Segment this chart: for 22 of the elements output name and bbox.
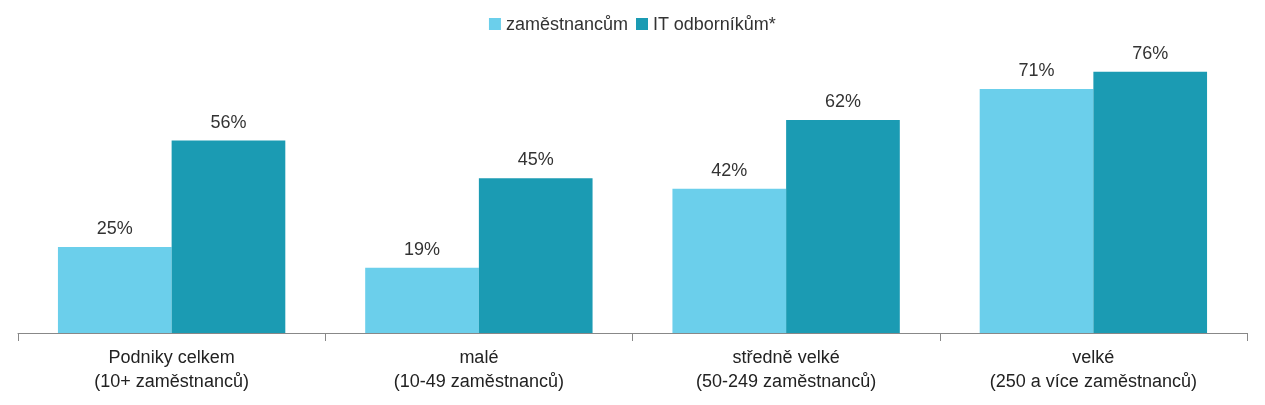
x-tick-label: velké (250 a více zaměstnanců) <box>989 347 1197 391</box>
data-label: 56% <box>210 111 247 132</box>
x-tick-label: malé (10-49 zaměstnanců) <box>393 347 564 391</box>
bar <box>786 119 900 333</box>
bar <box>1093 71 1208 333</box>
data-label: 76% <box>1132 42 1169 63</box>
legend-label: zaměstnancům <box>505 14 629 34</box>
data-label: 19% <box>404 238 441 259</box>
bar <box>57 247 172 333</box>
bar <box>171 140 286 333</box>
data-label: 62% <box>824 90 861 111</box>
x-tick-label: středně velké (50-249 zaměstnanců) <box>696 347 877 391</box>
data-label: 71% <box>1018 59 1055 80</box>
data-label: 25% <box>96 218 133 239</box>
data-label: 42% <box>711 159 748 180</box>
bar <box>478 178 593 333</box>
legend-label: IT odborníkům* <box>653 14 776 34</box>
x-tick-label: Podniky celkem (10+ zaměstnanců) <box>94 347 249 391</box>
bar <box>672 188 787 333</box>
data-label: 45% <box>517 149 554 170</box>
bar <box>365 267 479 333</box>
bar <box>979 88 1094 333</box>
